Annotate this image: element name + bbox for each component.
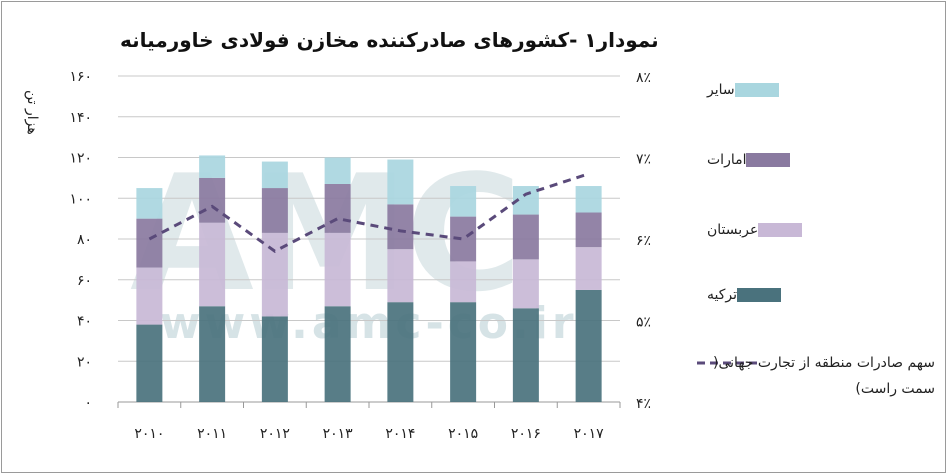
y-tick-label: ۰	[84, 395, 92, 411]
y-tick-label: ۱۲۰	[69, 151, 92, 167]
legend-label-share-line: سهم صادرات منطقه از تجارت جهانی( سمت راس…	[713, 355, 935, 397]
bar-segment	[512, 308, 539, 402]
y-tick-label: ۱۴۰	[69, 110, 92, 126]
x-tick-label: ۲۰۱۶	[511, 426, 541, 442]
x-tick-label: ۲۰۱۱	[197, 426, 227, 442]
share-line	[148, 172, 590, 253]
y2-tick-label: ۴٪	[636, 396, 651, 412]
bar-segment	[324, 183, 351, 233]
bar-segment	[512, 259, 539, 309]
legend-swatch-saudi	[758, 223, 803, 237]
bar-segment	[512, 214, 539, 260]
y-tick-label: ۶۰	[77, 273, 92, 289]
y-tick-label: ۲۰	[77, 354, 92, 370]
y2-tick-label: ۵٪	[636, 315, 651, 331]
bar-segment	[387, 204, 414, 250]
legend-swatch-uae	[746, 153, 791, 167]
legend-label-other: سایر	[707, 82, 735, 98]
legend-item-uae: امارات	[695, 152, 925, 168]
legend-item-saudi: عربستان	[695, 222, 925, 238]
legend-item-other: سایر	[695, 82, 925, 98]
legend-swatch-other	[734, 83, 779, 97]
bar-segment	[450, 302, 477, 402]
bar-segment	[261, 161, 288, 189]
bar-segment	[324, 157, 351, 184]
bar-segment	[387, 159, 414, 205]
bar-segment	[575, 247, 602, 290]
legend-label-turkey: ترکیه	[707, 287, 738, 303]
y-tick-label: ۴۰	[77, 314, 92, 330]
y-tick-label: ۸۰	[77, 232, 92, 248]
bar-segment	[261, 188, 288, 233]
x-tick-label: ۲۰۱۲	[260, 426, 290, 442]
x-tick-label: ۲۰۱۳	[323, 426, 354, 442]
bar-segment	[324, 232, 351, 307]
bar-segment	[450, 186, 477, 217]
bar-segment	[136, 188, 163, 219]
bar-segment	[387, 302, 414, 402]
bar-segment	[575, 212, 602, 248]
legend-label-saudi: عربستان	[707, 222, 759, 238]
bar-segment	[450, 261, 477, 303]
y2-tick-label: ۶٪	[636, 233, 651, 249]
bar-segment	[261, 316, 288, 402]
bar-segment	[199, 177, 226, 223]
x-tick-label: ۲۰۱۰	[134, 426, 164, 442]
bar-segment	[575, 289, 602, 402]
bar-segment	[199, 306, 226, 402]
legend-swatch-turkey	[737, 288, 782, 302]
bar-segment	[136, 324, 163, 402]
x-tick-label: ۲۰۱۵	[448, 426, 478, 442]
bar-segment	[575, 186, 602, 213]
legend-item-turkey: ترکیه	[695, 287, 925, 303]
y-axis-label: هزار تن	[24, 90, 40, 135]
y-tick-label: ۱۶۰	[69, 69, 92, 85]
y2-tick-label: ۸٪	[636, 70, 651, 86]
legend-label-uae: امارات	[707, 152, 747, 168]
legend: سایر امارات عربستان ترکیه سهم صادرات منط…	[695, 72, 940, 412]
bar-segment	[387, 249, 414, 303]
bar-segment	[199, 222, 226, 307]
bar-segment	[136, 218, 163, 268]
y2-tick-label: ۷٪	[636, 152, 651, 168]
chart-title: نمودار۱ -کشورهای صادرکننده مخازن فولادی …	[120, 28, 659, 52]
x-tick-label: ۲۰۱۷	[574, 426, 605, 442]
bar-segment	[199, 155, 226, 178]
x-tick-label: ۲۰۱۴	[385, 426, 415, 442]
legend-swatch-share-line	[697, 361, 761, 365]
bar-segment	[136, 267, 163, 325]
watermark-url: www.amc-co.ir	[160, 298, 578, 349]
y-tick-label: ۱۰۰	[69, 191, 92, 207]
bar-segment	[324, 306, 351, 402]
